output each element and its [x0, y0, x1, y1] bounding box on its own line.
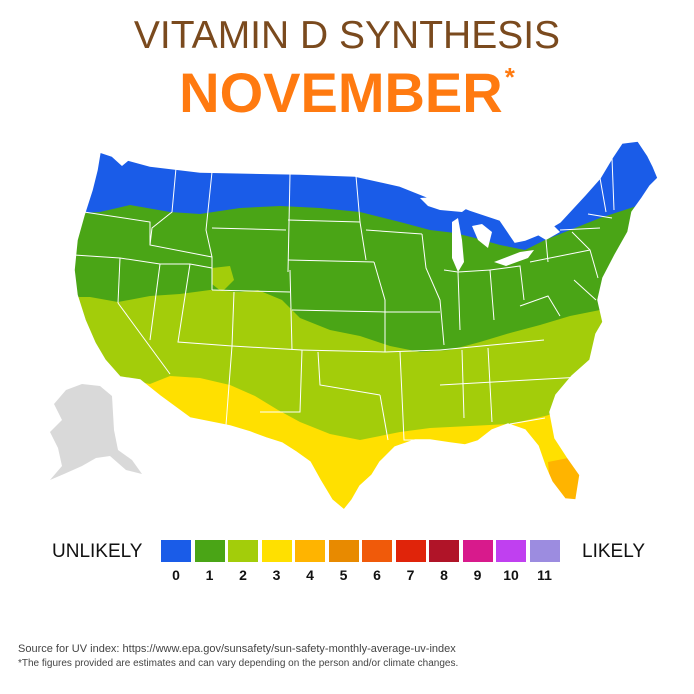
legend-tick-10: 10: [503, 567, 519, 583]
legend-swatch-6: [362, 540, 392, 562]
legend-swatch-11: [529, 540, 560, 562]
legend-tick-4: 4: [306, 567, 314, 583]
uv-bands: [74, 141, 658, 510]
legend-tick-8: 8: [440, 567, 448, 583]
legend-tick-3: 3: [272, 567, 281, 583]
legend-swatch-9: [462, 540, 493, 562]
legend-tick-7: 7: [406, 567, 415, 583]
legend-swatch-3: [261, 540, 292, 562]
legend-swatch-5: [328, 540, 359, 562]
asterisk-mark: *: [504, 62, 515, 92]
us-uv-map: [50, 140, 659, 510]
legend-tick-6: 6: [373, 567, 381, 583]
page-title: VITAMIN D SYNTHESIS: [133, 14, 561, 57]
footnote-text: *The figures provided are estimates and …: [18, 658, 459, 669]
legend-swatch-1: [194, 540, 225, 562]
legend-swatch-7: [395, 540, 426, 562]
alaska-shape: [50, 384, 142, 480]
legend-tick-0: 0: [172, 567, 180, 583]
great-lakes: [420, 196, 560, 272]
uv-band-2-patch: [212, 266, 234, 292]
legend-unlikely-label: UNLIKELY: [52, 541, 143, 562]
month-text: NOVEMBER: [179, 61, 503, 124]
legend-swatch-10: [496, 540, 526, 562]
legend-swatch-0: [161, 540, 191, 562]
source-text: Source for UV index: https://www.epa.gov…: [18, 643, 456, 655]
legend-tick-1: 1: [205, 567, 214, 583]
state-borders: [73, 157, 615, 441]
legend-likely-label: LIKELY: [582, 541, 646, 562]
legend-swatch-8: [429, 540, 459, 562]
legend-tick-5: 5: [339, 567, 348, 583]
legend-swatch-4: [295, 540, 325, 562]
legend-swatch-2: [228, 540, 258, 562]
legend-tick-9: 9: [473, 567, 482, 583]
legend-tick-2: 2: [239, 567, 247, 583]
month-subtitle: NOVEMBER*: [0, 60, 694, 125]
legend-tick-11: 11: [537, 567, 552, 583]
